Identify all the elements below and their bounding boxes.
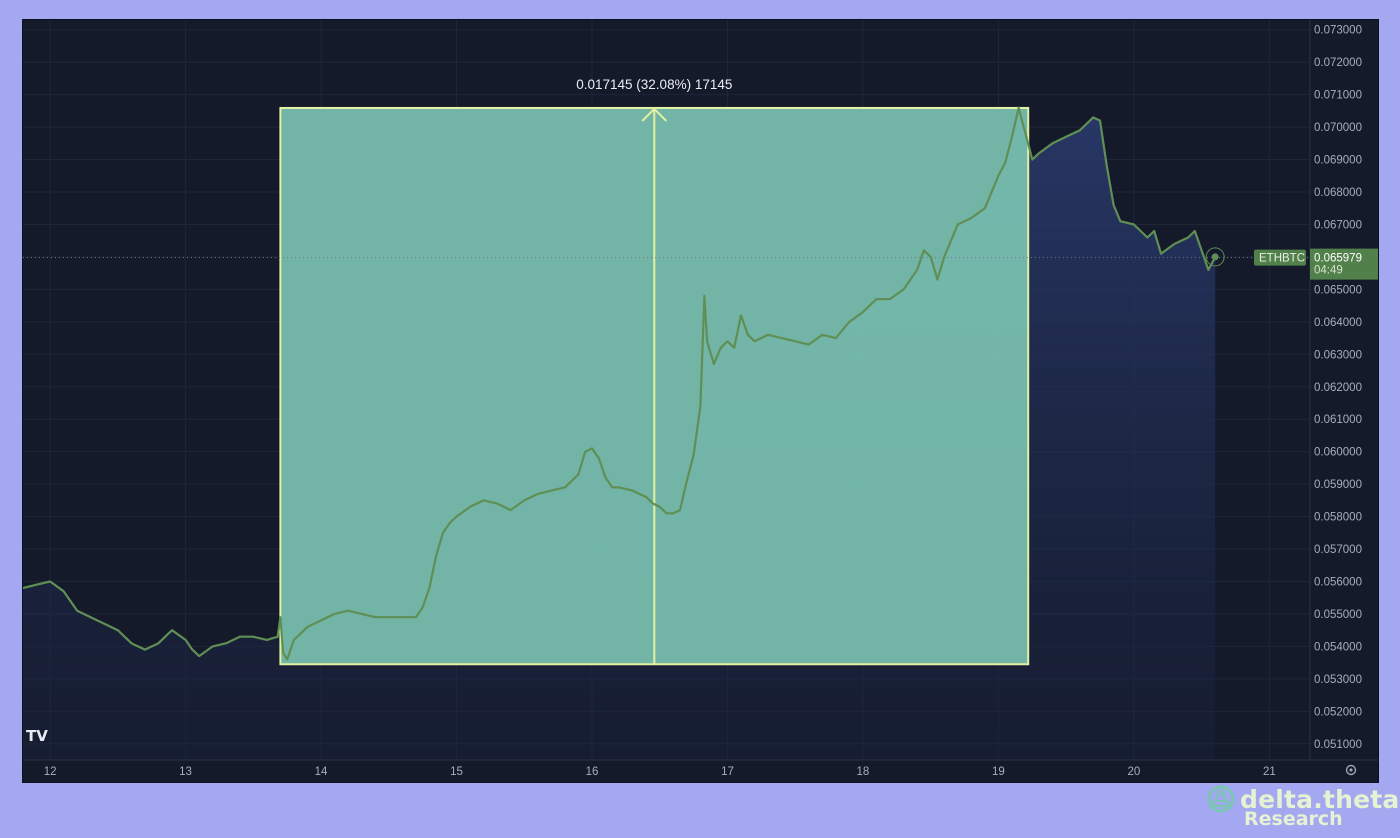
symbol-tag-label: ETHBTC	[1259, 253, 1305, 265]
price-line-ethbtc	[23, 106, 1217, 661]
x-tick-label: 17	[721, 766, 734, 778]
gear-icon[interactable]	[1345, 764, 1357, 776]
y-tick-label: 0.069000	[1314, 155, 1362, 167]
y-tick-label: 0.052000	[1314, 706, 1362, 718]
x-tick-label: 18	[857, 766, 870, 778]
y-tick-label: 0.073000	[1314, 25, 1362, 37]
x-tick-label: 15	[450, 766, 463, 778]
brand-name: delta.theta	[1240, 785, 1400, 814]
y-tick-label: 0.058000	[1314, 512, 1362, 524]
y-tick-label: 0.061000	[1314, 414, 1362, 426]
last-price-tag-bg	[1310, 248, 1378, 280]
symbol-tag-bg	[1254, 249, 1306, 266]
last-price-marker	[1211, 253, 1219, 261]
y-tick-label: 0.056000	[1314, 576, 1362, 588]
y-tick-label: 0.054000	[1314, 641, 1362, 653]
price-axis: 0.073000 0.072000 0.071000 0.070000 0.069000…	[1309, 20, 1362, 760]
last-price-value: 0.065979	[1314, 253, 1362, 265]
y-tick-label: 0.070000	[1314, 122, 1362, 134]
tradingview-logo[interactable]: TV	[26, 727, 48, 745]
brand-watermark: delta.theta Research	[1204, 784, 1399, 834]
y-tick-label: 0.051000	[1314, 739, 1362, 751]
x-tick-label: 19	[992, 766, 1005, 778]
y-tick-label: 0.063000	[1314, 349, 1362, 361]
y-tick-label: 0.064000	[1314, 317, 1362, 329]
delta-theta-logo-icon	[1207, 785, 1235, 813]
x-tick-label: 13	[179, 766, 192, 778]
candle-countdown: 04:49	[1314, 265, 1343, 277]
y-tick-label: 0.062000	[1314, 382, 1362, 394]
last-price-marker-ring	[1205, 247, 1225, 267]
y-tick-label: 0.068000	[1314, 187, 1362, 199]
chart-panel[interactable]: 0.017145 (32.08%) 17145 0.073000 0.072000…	[22, 19, 1379, 783]
x-tick-label: 12	[44, 766, 57, 778]
measure-arrow-head	[641, 107, 668, 122]
y-tick-label: 0.071000	[1314, 90, 1362, 102]
x-tick-label: 16	[586, 766, 599, 778]
y-tick-label: 0.067000	[1314, 219, 1362, 231]
y-tick-label: 0.059000	[1314, 479, 1362, 491]
x-tick-label: 21	[1263, 766, 1276, 778]
last-price-tag: 0.065979 04:49	[1310, 248, 1378, 280]
time-axis: 12 13 14 15 16 17 18 19 20 21	[23, 759, 1378, 778]
brand-subtitle: Research	[1244, 808, 1343, 830]
symbol-tag: ETHBTC	[1254, 249, 1306, 266]
measure-label: 0.017145 (32.08%) 17145	[576, 77, 732, 92]
y-tick-label: 0.055000	[1314, 609, 1362, 621]
price-chart[interactable]: 0.017145 (32.08%) 17145 0.073000 0.072000…	[23, 20, 1379, 783]
y-tick-label: 0.053000	[1314, 674, 1362, 686]
y-tick-label: 0.072000	[1314, 57, 1362, 69]
y-tick-label: 0.060000	[1314, 447, 1362, 459]
x-tick-label: 20	[1127, 766, 1140, 778]
y-tick-label: 0.057000	[1314, 544, 1362, 556]
y-tick-label: 0.065000	[1314, 284, 1362, 296]
x-tick-label: 14	[315, 766, 328, 778]
